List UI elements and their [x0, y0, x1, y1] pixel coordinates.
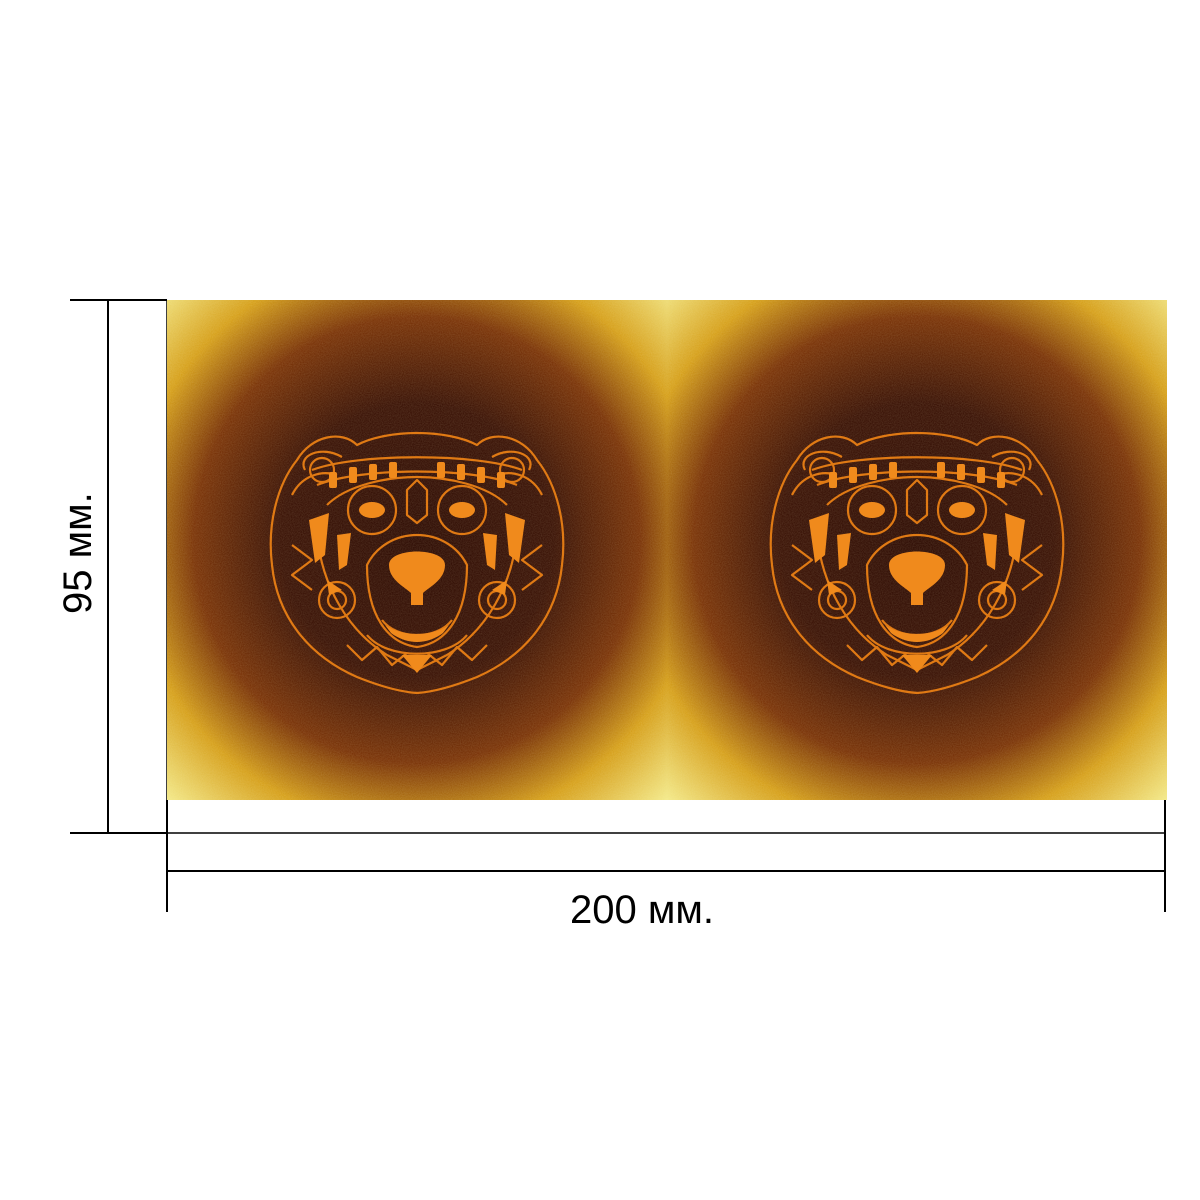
print-area	[167, 300, 1167, 800]
grunge-background	[167, 300, 667, 800]
grunge-background	[667, 300, 1167, 800]
width-label: 200 мм.	[570, 888, 714, 932]
bear-head-ornament	[269, 431, 565, 695]
bear-head-ornament	[769, 431, 1065, 695]
print-panel-left	[167, 300, 667, 800]
height-label: 95 мм.	[56, 492, 100, 614]
print-panel-right	[667, 300, 1167, 800]
